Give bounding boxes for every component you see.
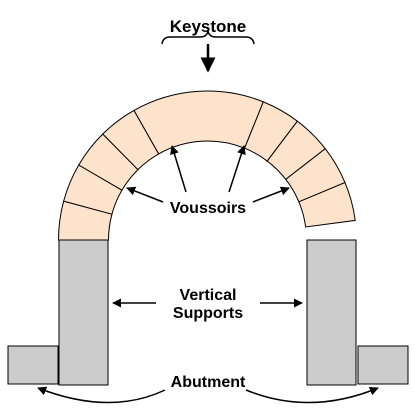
abutment-label: Abutment: [171, 374, 246, 391]
left-abutment: [7, 345, 59, 385]
abutment-arrow-right: [245, 386, 379, 404]
voussoir-stone: [298, 181, 356, 228]
keystone-label: Keystone: [170, 17, 247, 36]
left-vertical-support: [58, 239, 109, 386]
voussoir-arrow-left-low: [126, 186, 164, 203]
voussoirs-label: Voussoirs: [170, 200, 246, 217]
arch-voussoirs: [57, 90, 356, 241]
vertical-supports-label-line2: Supports: [173, 305, 243, 322]
right-abutment: [357, 345, 409, 385]
voussoir-arrow-left-high: [170, 145, 187, 193]
vertical-supports-label-line1: Vertical: [180, 287, 237, 304]
voussoir-stone: [133, 90, 264, 155]
right-vertical-support: [306, 239, 357, 386]
voussoir-arrow-right-low: [252, 186, 290, 203]
abutment-arrow-left: [37, 386, 166, 404]
keystone-brace: [161, 30, 255, 45]
voussoir-arrow-right-high: [228, 145, 246, 193]
